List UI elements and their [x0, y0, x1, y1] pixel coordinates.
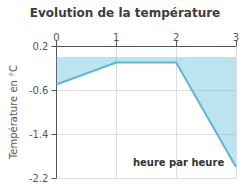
svg-text:Evolution de la température: Evolution de la température	[30, 6, 221, 20]
svg-text:0.2: 0.2	[33, 41, 49, 52]
svg-text:-2.2: -2.2	[29, 173, 49, 184]
svg-text:1: 1	[113, 32, 119, 43]
svg-text:heure par heure: heure par heure	[133, 157, 224, 168]
svg-text:3: 3	[233, 32, 239, 43]
svg-text:0: 0	[53, 32, 59, 43]
svg-text:-1.4: -1.4	[29, 129, 49, 140]
svg-text:-0.6: -0.6	[29, 85, 49, 96]
svg-text:Température en °C: Température en °C	[8, 65, 19, 160]
svg-text:2: 2	[173, 32, 179, 43]
